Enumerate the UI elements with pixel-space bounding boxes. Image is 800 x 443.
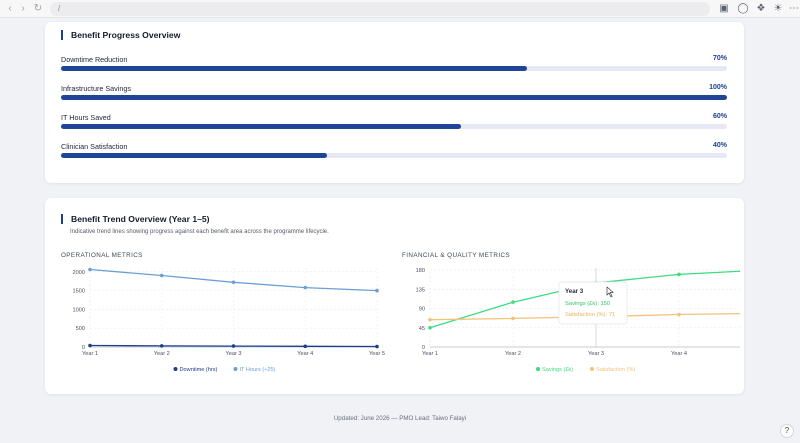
operational-legend-label: Downtime (hrs) — [180, 367, 218, 373]
financial-y-tick-label: 45 — [419, 326, 425, 332]
operational-x-tick-label: Year 3 — [226, 351, 242, 357]
progress-fill — [61, 95, 727, 100]
settings-icon[interactable]: ☀ — [773, 3, 783, 14]
trend-card-subtitle: Indicative trend lines showing progress … — [70, 229, 329, 235]
financial-x-tick-label: Year 2 — [505, 351, 521, 357]
trend-card: Benefit Trend Overview (Year 1–5) Indica… — [45, 198, 744, 394]
financial-chart-title: FINANCIAL & QUALITY METRICS — [402, 252, 511, 259]
forward-icon[interactable]: › — [21, 3, 25, 14]
operational-data-point — [159, 273, 164, 278]
financial-y-tick-label: 135 — [416, 287, 425, 293]
operational-data-point — [159, 344, 164, 348]
operational-legend-marker — [233, 367, 238, 371]
operational-y-tick-label: 1000 — [73, 307, 85, 313]
financial-x-tick-label: Year 1 — [422, 351, 438, 357]
financial-y-tick-label: 90 — [419, 307, 425, 313]
progress-fill — [61, 66, 528, 71]
operational-y-tick-label: 1500 — [73, 289, 85, 295]
financial-x-tick-label: Year 3 — [588, 351, 604, 357]
operational-legend-label: IT Hours (÷25) — [240, 367, 276, 373]
progress-percent: 60% — [712, 113, 727, 120]
operational-data-point — [88, 343, 92, 348]
browser-toolbar: ‹ › ↻ / ▣ ◯ ❖ ☀ ⋯ — [0, 0, 800, 18]
trend-card-title: Benefit Trend Overview (Year 1–5) — [61, 214, 210, 224]
financial-data-point — [677, 312, 681, 317]
operational-data-point — [303, 344, 308, 349]
tooltip-title: Year 3 — [565, 288, 584, 295]
back-icon[interactable]: ‹ — [8, 3, 12, 14]
help-button[interactable]: ? — [780, 424, 794, 438]
financial-legend-marker — [536, 367, 540, 371]
operational-metrics-chart: 0 500 1000 1500 2000 Year 1 Year 2 Year 3 Year 4… — [73, 267, 385, 373]
progress-percent: 100% — [709, 84, 727, 91]
operational-data-point — [375, 344, 379, 349]
operational-x-tick-label: Year 5 — [369, 351, 385, 357]
operational-legend-marker — [173, 367, 178, 371]
operational-data-point — [231, 344, 236, 348]
progress-card: Benefit Progress Overview Downtime Reduc… — [45, 22, 744, 183]
financial-legend-label: Satisfaction (%) — [596, 367, 635, 373]
financial-data-point — [428, 317, 432, 322]
progress-card-title: Benefit Progress Overview — [61, 30, 180, 40]
address-bar[interactable]: / — [50, 2, 710, 16]
operational-chart-title: OPERATIONAL METRICS — [61, 252, 143, 259]
tooltip-line: Satisfaction (%): 71 — [565, 312, 615, 318]
progress-track — [61, 124, 727, 129]
financial-data-point — [428, 325, 432, 330]
reload-icon[interactable]: ↻ — [33, 3, 43, 14]
tooltip-line: Savings (£k): 150 — [565, 301, 610, 307]
progress-percent: 40% — [712, 142, 727, 149]
financial-legend-label: Savings (£k) — [542, 367, 573, 373]
progress-track — [61, 66, 727, 71]
operational-y-tick-label: 500 — [76, 326, 85, 332]
progress-fill — [61, 124, 461, 129]
operational-y-tick-label: 0 — [82, 345, 85, 351]
extensions-icon[interactable]: ❖ — [756, 3, 766, 14]
financial-data-point — [677, 272, 681, 277]
progress-label: Downtime Reduction — [61, 55, 128, 64]
operational-x-tick-label: Year 2 — [154, 351, 170, 357]
financial-legend-marker — [590, 367, 594, 371]
operational-x-tick-label: Year 1 — [82, 351, 98, 357]
progress-label: Infrastructure Savings — [61, 84, 131, 93]
cursor-icon — [606, 286, 615, 298]
progress-fill — [61, 153, 328, 158]
progress-percent: 70% — [712, 55, 727, 62]
financial-quality-chart: 0 45 90 135 180 Year 1 Year 2 Year 3 Year 4 Year … — [416, 268, 740, 373]
page-footer: Updated: June 2026 — PMO Lead: Taiwo Fal… — [333, 415, 467, 422]
progress-track — [61, 153, 727, 158]
operational-data-point — [88, 267, 92, 272]
progress-label: Clinician Satisfaction — [61, 142, 128, 151]
reader-icon[interactable]: ▣ — [719, 3, 729, 14]
financial-data-point — [511, 316, 515, 321]
operational-x-tick-label: Year 4 — [297, 351, 313, 357]
financial-data-point — [511, 300, 515, 304]
more-icon[interactable]: ⋯ — [789, 3, 799, 14]
chat-icon[interactable]: ◯ — [737, 3, 749, 14]
financial-y-tick-label: 180 — [416, 268, 425, 274]
financial-x-tick-label: Year 4 — [671, 351, 687, 357]
operational-y-tick-label: 2000 — [73, 270, 85, 276]
operational-data-point — [231, 280, 236, 285]
operational-data-point — [375, 288, 379, 293]
financial-y-tick-label: 0 — [422, 345, 425, 351]
operational-data-point — [303, 285, 308, 290]
progress-label: IT Hours Saved — [61, 113, 111, 122]
progress-track — [61, 95, 727, 100]
